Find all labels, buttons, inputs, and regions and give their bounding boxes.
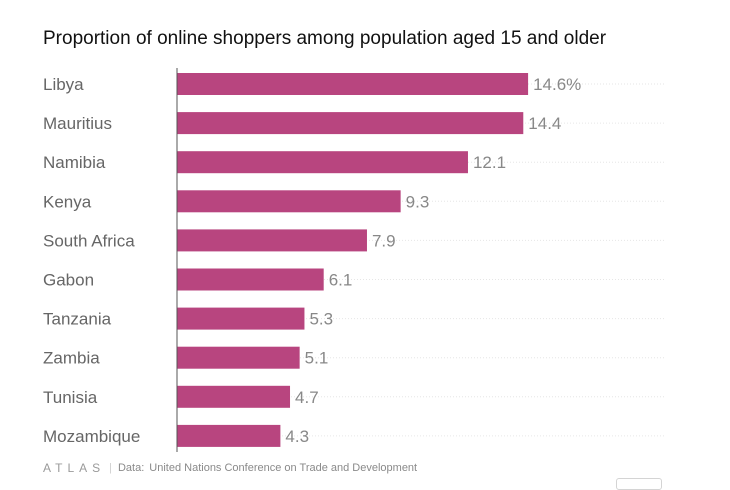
bar bbox=[177, 229, 367, 252]
value-label: 6.1 bbox=[329, 271, 353, 290]
bar bbox=[177, 73, 529, 95]
category-label: Tunisia bbox=[43, 388, 98, 407]
value-label: 14.4 bbox=[528, 114, 561, 133]
category-label: Mozambique bbox=[43, 427, 140, 446]
value-label: 7.9 bbox=[372, 231, 396, 250]
category-label: South Africa bbox=[43, 231, 135, 250]
source-label: Data: bbox=[117, 462, 145, 474]
category-label: Kenya bbox=[43, 192, 92, 211]
bar bbox=[177, 151, 468, 174]
bar bbox=[177, 385, 291, 408]
bar bbox=[177, 346, 300, 369]
bar bbox=[177, 268, 324, 291]
chart-title: Proportion of online shoppers among popu… bbox=[43, 28, 607, 49]
category-label: Libya bbox=[43, 75, 84, 94]
chart-footer: ATLAS | Data: United Nations Conference … bbox=[43, 461, 417, 475]
atlas-logo: ATLAS bbox=[43, 461, 106, 475]
value-label: 12.1 bbox=[473, 153, 506, 172]
value-label: 5.3 bbox=[309, 310, 333, 329]
bar bbox=[177, 424, 281, 447]
bar bbox=[177, 112, 524, 135]
value-label: 9.3 bbox=[406, 192, 430, 211]
value-label: 5.1 bbox=[305, 349, 329, 368]
source-text: United Nations Conference on Trade and D… bbox=[149, 462, 418, 474]
value-label: 4.3 bbox=[285, 427, 309, 446]
value-label: 14.6% bbox=[533, 75, 581, 94]
category-label: Mauritius bbox=[43, 114, 112, 133]
footer-separator: | bbox=[109, 462, 112, 474]
embed-tab[interactable] bbox=[616, 478, 662, 490]
category-label: Namibia bbox=[43, 153, 106, 172]
value-label: 4.7 bbox=[295, 388, 319, 407]
category-label: Tanzania bbox=[43, 310, 112, 329]
category-label: Zambia bbox=[43, 349, 100, 368]
bar bbox=[177, 190, 401, 213]
bar bbox=[177, 307, 305, 330]
category-label: Gabon bbox=[43, 271, 94, 290]
